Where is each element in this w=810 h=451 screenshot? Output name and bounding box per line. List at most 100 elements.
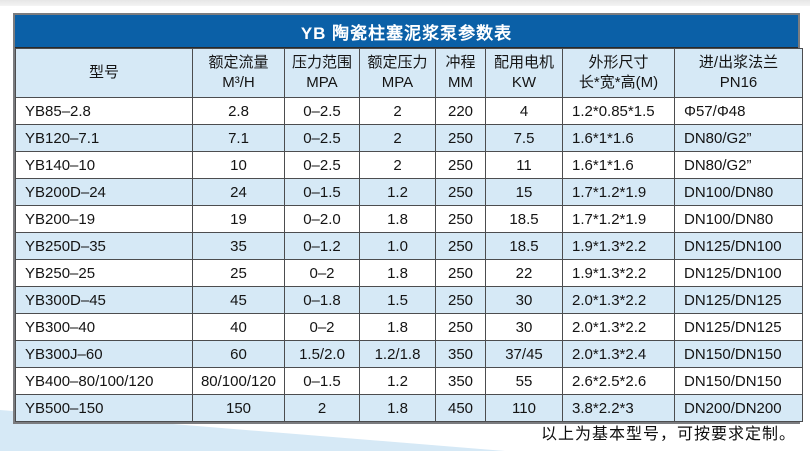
table-cell: YB300–40: [15, 313, 193, 341]
table-cell: 7.1: [192, 124, 285, 152]
table-header: 型号 额定流量 M³/H 压力范围 MPA 额定压力 MPA 冲程 MM 配用电机 KW 外形尺寸 长*…: [15, 48, 803, 98]
table-cell: 2: [284, 394, 360, 422]
table-cell: 10: [192, 151, 285, 179]
table-cell: 2: [359, 124, 436, 152]
table-title: YB 陶瓷柱塞泥浆泵参数表: [15, 15, 798, 48]
spec-table: 型号 额定流量 M³/H 压力范围 MPA 额定压力 MPA 冲程 MM 配用电机 KW 外形尺寸 长*…: [15, 48, 803, 422]
table-cell: 25: [192, 259, 285, 287]
table-cell: 1.2: [359, 178, 436, 206]
table-cell: 0–2.5: [284, 97, 360, 125]
table-cell: 350: [435, 340, 486, 368]
table-cell: 0–1.2: [284, 232, 360, 260]
column-header-6: 外形尺寸 长*宽*高(M): [562, 48, 675, 98]
table-cell: 250: [435, 286, 486, 314]
table-cell: 1.7*1.2*1.9: [562, 178, 675, 206]
table-cell: 1.6*1*1.6: [562, 124, 675, 152]
table-cell: 1.6*1*1.6: [562, 151, 675, 179]
table-cell: 2.0*1.3*2.4: [562, 340, 675, 368]
table-cell: 1.8: [359, 394, 436, 422]
table-cell: YB140–10: [15, 151, 193, 179]
table-cell: 1.5: [359, 286, 436, 314]
table-cell: 30: [485, 313, 563, 341]
table-cell: 0–2.0: [284, 205, 360, 233]
table-cell: 30: [485, 286, 563, 314]
table-cell: 0–2.5: [284, 151, 360, 179]
column-header-2: 压力范围 MPA: [284, 48, 360, 98]
table-cell: 1.9*1.3*2.2: [562, 259, 675, 287]
table-cell: 45: [192, 286, 285, 314]
table-cell: 7.5: [485, 124, 563, 152]
table-cell: 0–1.8: [284, 286, 360, 314]
table-cell: 110: [485, 394, 563, 422]
table-cell: DN80/G2”: [674, 151, 803, 179]
table-cell: Φ57/Φ48: [674, 97, 803, 125]
table-cell: 250: [435, 205, 486, 233]
table-cell: DN100/DN80: [674, 205, 803, 233]
table-cell: 55: [485, 367, 563, 395]
table-cell: 18.5: [485, 205, 563, 233]
table-cell: 1.7*1.2*1.9: [562, 205, 675, 233]
table-cell: 150: [192, 394, 285, 422]
table-cell: 0–2.5: [284, 124, 360, 152]
table-row-YB300D–45: YB300D–45 45 0–1.8 1.5 250 30 2.0*1.3*2.2 DN125…: [15, 286, 803, 314]
table-cell: YB300J–60: [15, 340, 193, 368]
table-cell: 250: [435, 313, 486, 341]
table-cell: 2.0*1.3*2.2: [562, 313, 675, 341]
spec-table-container: YB 陶瓷柱塞泥浆泵参数表 型号 额定流量 M³/H 压力范围 MPA 额定压力 MPA 冲程…: [13, 13, 803, 424]
table-cell: 40: [192, 313, 285, 341]
table-cell: YB250–25: [15, 259, 193, 287]
table-row-YB400–80/100/120: YB400–80/100/120 80/100/120 0–1.5 1.2 350 55 2…: [15, 367, 803, 395]
table-cell: 1.5/2.0: [284, 340, 360, 368]
table-cell: 2: [359, 151, 436, 179]
column-header-3: 额定压力 MPA: [359, 48, 436, 98]
table-cell: YB200–19: [15, 205, 193, 233]
table-cell: 19: [192, 205, 285, 233]
table-cell: 2.0*1.3*2.2: [562, 286, 675, 314]
table-cell: 250: [435, 124, 486, 152]
table-cell: YB85–2.8: [15, 97, 193, 125]
table-cell: 350: [435, 367, 486, 395]
table-cell: 2: [359, 97, 436, 125]
table-cell: 0–2: [284, 259, 360, 287]
column-header-4: 冲程 MM: [435, 48, 486, 98]
table-cell: 80/100/120: [192, 367, 285, 395]
table-cell: 250: [435, 232, 486, 260]
table-cell: 0–1.5: [284, 367, 360, 395]
table-cell: DN150/DN150: [674, 340, 803, 368]
footnote: 以上为基本型号，可按要求定制。: [540, 426, 796, 443]
table-cell: YB400–80/100/120: [15, 367, 193, 395]
table-row-YB85–2.8: YB85–2.8 2.8 0–2.5 2 220 4 1.2*0.85*1.5 Φ57/Φ48: [15, 97, 803, 125]
table-cell: YB300D–45: [15, 286, 193, 314]
table-cell: 1.8: [359, 259, 436, 287]
table-row-YB250D–35: YB250D–35 35 0–1.2 1.0 250 18.5 1.9*1.3*2.2 DN1…: [15, 232, 803, 260]
table-cell: 0–1.5: [284, 178, 360, 206]
table-cell: 18.5: [485, 232, 563, 260]
table-cell: YB500–150: [15, 394, 193, 422]
table-cell: 450: [435, 394, 486, 422]
table-cell: 1.0: [359, 232, 436, 260]
table-cell: 11: [485, 151, 563, 179]
table-cell: 3.8*2.2*3: [562, 394, 675, 422]
table-cell: 35: [192, 232, 285, 260]
column-header-7: 进/出浆法兰 PN16: [674, 48, 803, 98]
table-cell: DN125/DN100: [674, 259, 803, 287]
table-cell: DN100/DN80: [674, 178, 803, 206]
table-cell: DN125/DN100: [674, 232, 803, 260]
column-header-0: 型号: [15, 48, 193, 98]
table-cell: 220: [435, 97, 486, 125]
table-row-YB300–40: YB300–40 40 0–2 1.8 250 30 2.0*1.3*2.2 DN125/DN…: [15, 313, 803, 341]
table-cell: 1.9*1.3*2.2: [562, 232, 675, 260]
table-cell: YB120–7.1: [15, 124, 193, 152]
table-cell: 1.2*0.85*1.5: [562, 97, 675, 125]
table-cell: 4: [485, 97, 563, 125]
table-cell: 24: [192, 178, 285, 206]
table-row-YB300J–60: YB300J–60 60 1.5/2.0 1.2/1.8 350 37/45 2.0*1.3…: [15, 340, 803, 368]
table-cell: 250: [435, 151, 486, 179]
table-cell: 1.2: [359, 367, 436, 395]
table-cell: DN125/DN125: [674, 313, 803, 341]
table-cell: YB250D–35: [15, 232, 193, 260]
page-top-edge: [0, 0, 810, 6]
table-cell: 1.2/1.8: [359, 340, 436, 368]
table-cell: 37/45: [485, 340, 563, 368]
table-cell: 0–2: [284, 313, 360, 341]
